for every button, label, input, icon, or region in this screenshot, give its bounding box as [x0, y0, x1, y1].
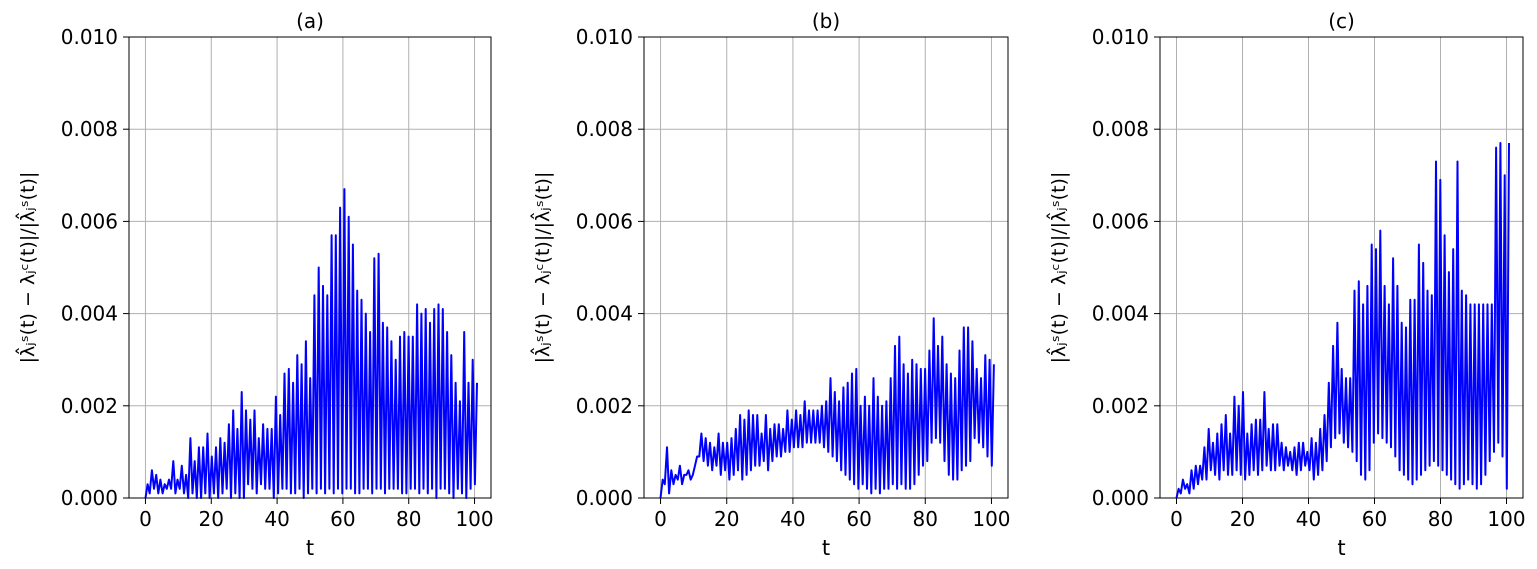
axes-frame	[643, 36, 1009, 499]
y-tick-label: 0.010	[1092, 25, 1149, 49]
y-tick-label: 0.008	[61, 117, 118, 141]
panel-title: (a)	[296, 9, 324, 33]
x-tick-label: 80	[396, 507, 421, 531]
x-tick-label: 0	[139, 507, 152, 531]
x-tick-label: 100	[972, 507, 1010, 531]
x-tick-label: 0	[654, 507, 667, 531]
x-tick-label: 20	[714, 507, 739, 531]
x-tick-label: 60	[846, 507, 871, 531]
x-tick-label: 60	[330, 507, 355, 531]
y-tick-label: 0.004	[61, 302, 118, 326]
x-tick-label: 100	[455, 507, 493, 531]
axes-frame	[1159, 36, 1524, 499]
y-tick-label: 0.010	[576, 25, 633, 49]
x-tick-label: 40	[780, 507, 805, 531]
x-tick-label: 20	[1230, 507, 1255, 531]
y-tick-label: 0.008	[576, 117, 633, 141]
axes-frame	[128, 36, 492, 499]
y-axis-label: |λ̂ⱼˢ(t) − λⱼᶜ(t)|/|λ̂ⱼˢ(t)|	[1046, 172, 1070, 364]
x-tick-label: 80	[913, 507, 938, 531]
x-tick-label: 40	[1296, 507, 1321, 531]
y-tick-label: 0.008	[1092, 117, 1149, 141]
y-tick-label: 0.002	[1092, 394, 1149, 418]
y-tick-label: 0.002	[576, 394, 633, 418]
x-axis-label: t	[306, 536, 314, 560]
y-tick-label: 0.002	[61, 394, 118, 418]
y-tick-label: 0.006	[61, 209, 118, 233]
y-tick-label: 0.000	[61, 486, 118, 510]
x-tick-label: 40	[264, 507, 289, 531]
y-tick-label: 0.000	[576, 486, 633, 510]
y-axis-label: |λ̂ⱼˢ(t) − λⱼᶜ(t)|/|λ̂ⱼˢ(t)|	[15, 172, 39, 364]
y-tick-label: 0.006	[576, 209, 633, 233]
x-axis-label: t	[822, 536, 830, 560]
panel-2: 0 20 40 60 80 100 0.000 0.002 0.004 0.006 0.008 0.0…	[1046, 9, 1526, 560]
y-tick-label: 0.004	[576, 302, 633, 326]
y-tick-label: 0.000	[1092, 486, 1149, 510]
y-axis-label: |λ̂ⱼˢ(t) − λⱼᶜ(t)|/|λ̂ⱼˢ(t)|	[530, 172, 554, 364]
x-tick-label: 0	[1170, 507, 1183, 531]
y-tick-label: 0.004	[1092, 302, 1149, 326]
x-axis-label: t	[1337, 536, 1345, 560]
panel-1: 0 20 40 60 80 100 0.000 0.002 0.004 0.006 0.008 0.0…	[530, 9, 1011, 560]
y-tick-label: 0.010	[61, 25, 118, 49]
series-line-0	[1175, 142, 1510, 499]
x-tick-label: 60	[1362, 507, 1387, 531]
y-tick-label: 0.006	[1092, 209, 1149, 233]
panel-title: (c)	[1328, 9, 1355, 33]
series-line-0	[659, 317, 995, 499]
x-tick-label: 20	[199, 507, 224, 531]
x-tick-label: 80	[1428, 507, 1453, 531]
x-tick-label: 100	[1487, 507, 1525, 531]
series-line-0	[144, 188, 478, 499]
panel-0: 0 20 40 60 80 100 0.000 0.002 0.004 0.006 0.008 0.0…	[15, 9, 494, 560]
panel-title: (b)	[812, 9, 840, 33]
